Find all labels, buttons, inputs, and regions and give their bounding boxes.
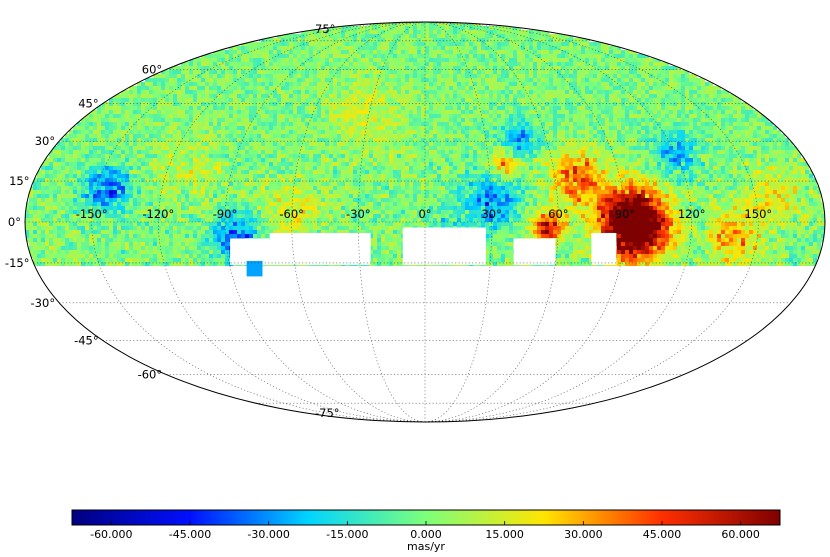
coordinate-labels: -150° -120° -90° -60° -30° 0° 30° 60° 90° 120° 150… <box>5 22 772 420</box>
parallel-label: 0° <box>8 215 21 229</box>
parallel-label: 75° <box>315 22 335 36</box>
parallel-label: 45° <box>78 97 98 111</box>
colorbar-tick-label: 0.000 <box>410 528 442 541</box>
meridian-label: -120° <box>142 207 174 221</box>
parallel-label: 30° <box>35 134 55 148</box>
colorbar-tick-label: -30.000 <box>247 528 289 541</box>
parallel-label: 15° <box>9 174 29 188</box>
colorbar-tick-label: 15.000 <box>485 528 524 541</box>
colorbar-tick-label: -45.000 <box>169 528 211 541</box>
parallel-label: -30° <box>31 296 56 310</box>
colorbar-tick-label: 30.000 <box>564 528 603 541</box>
meridian-label: 60° <box>548 207 568 221</box>
parallel-label: 60° <box>142 63 162 77</box>
colorbar-tick-label: 45.000 <box>643 528 682 541</box>
meridian-label: -150° <box>76 207 108 221</box>
proper-motion-pixels <box>25 22 825 277</box>
parallel-label: -75° <box>315 406 340 420</box>
meridian-label: -60° <box>279 207 304 221</box>
meridian-label: 30° <box>481 207 501 221</box>
meridian-label: -90° <box>213 207 238 221</box>
meridian-label: 120° <box>678 207 706 221</box>
colorbar-tick-label: 60.000 <box>721 528 760 541</box>
colorbar-tick-label: -60.000 <box>90 528 132 541</box>
meridian-label: 0° <box>418 207 431 221</box>
graticule-grid <box>25 21 825 423</box>
parallel-label: -15° <box>5 256 30 270</box>
parallel-label: -45° <box>74 333 99 347</box>
colorbar-ticks: -60.000 -45.000 -30.000 -15.000 0.000 15.000 3… <box>90 521 760 541</box>
meridian-label: 150° <box>744 207 772 221</box>
parallel-label: -60° <box>138 367 163 381</box>
meridian-label: 90° <box>615 207 635 221</box>
colorbar-unit-label: mas/yr <box>407 540 445 553</box>
meridian-label: -30° <box>346 207 371 221</box>
map-boundary <box>24 21 826 423</box>
colorbar: -60.000 -45.000 -30.000 -15.000 0.000 15.000 3… <box>71 509 781 553</box>
colorbar-tick-label: -15.000 <box>326 528 368 541</box>
